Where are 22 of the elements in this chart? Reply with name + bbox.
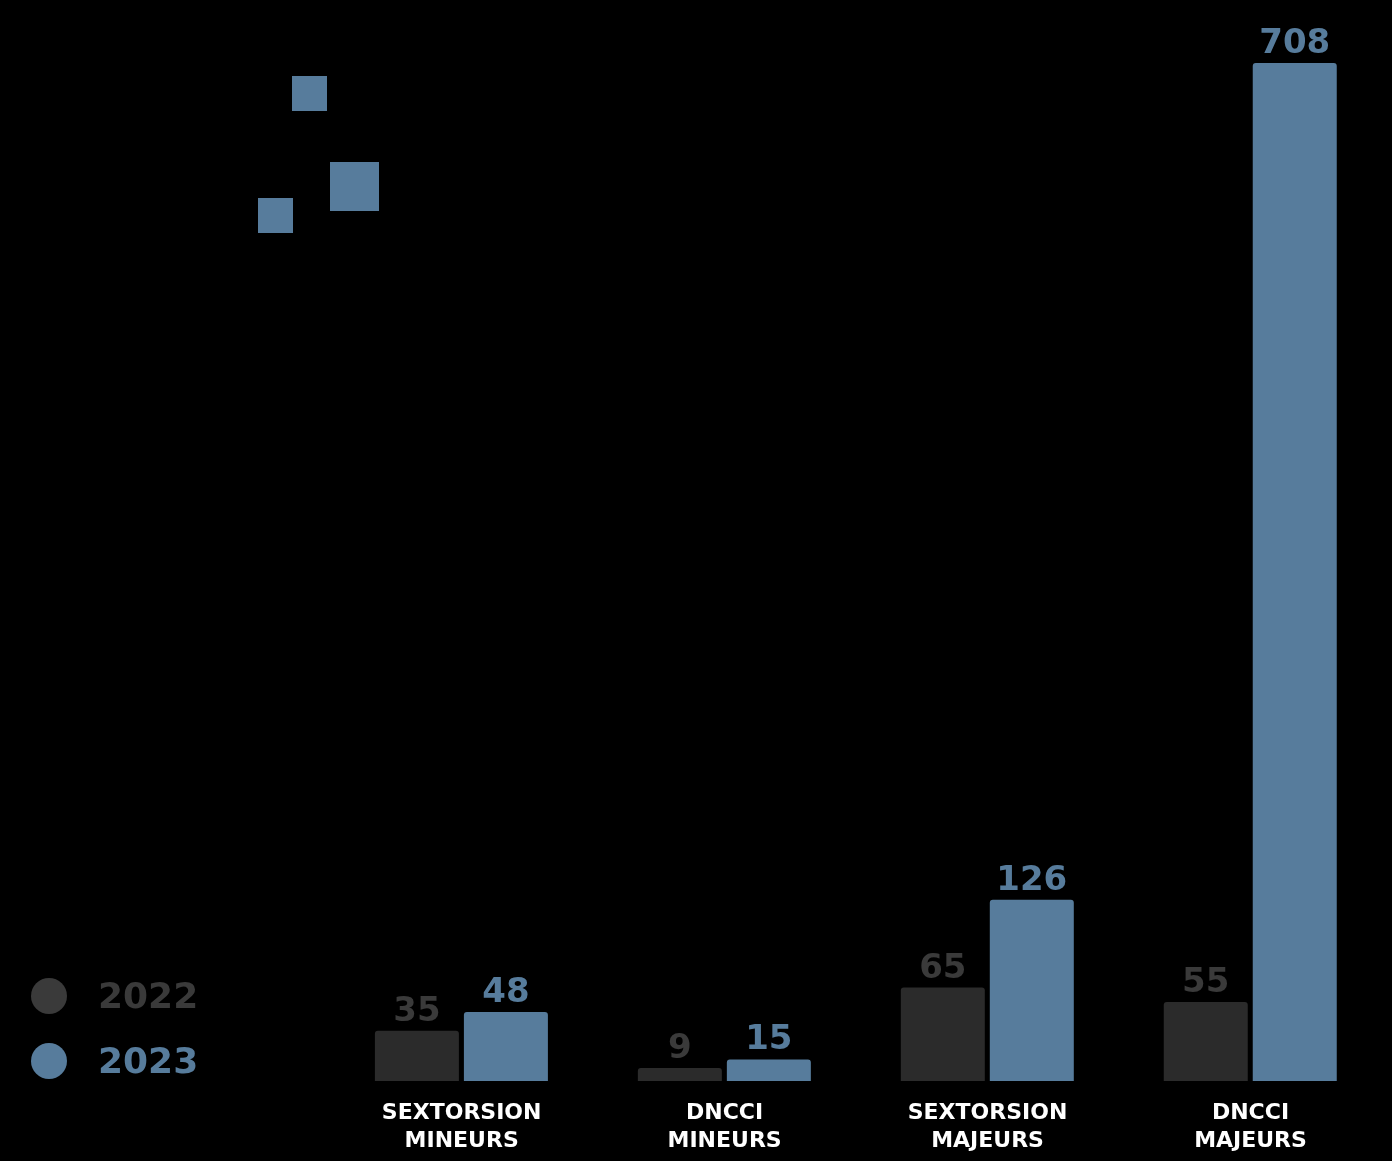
data-label: 35 xyxy=(393,988,441,1029)
bar xyxy=(1252,63,1337,1081)
bar xyxy=(1163,1001,1248,1081)
bar xyxy=(374,1030,459,1081)
bar xyxy=(463,1011,548,1081)
x-tick-label: DNCCI MINEURS xyxy=(667,1099,782,1152)
data-label: 9 xyxy=(668,1026,692,1067)
data-label: 708 xyxy=(1259,21,1331,61)
data-label: 55 xyxy=(1182,959,1230,1000)
x-tick-label: SEXTORSION MINEURS xyxy=(381,1099,542,1152)
legend-label: 2022 xyxy=(98,975,199,1016)
bar xyxy=(726,1059,811,1081)
bar xyxy=(637,1068,722,1081)
data-label: 48 xyxy=(482,969,530,1010)
x-tick-label: DNCCI MAJEURS xyxy=(1194,1099,1307,1152)
bar xyxy=(900,987,985,1081)
x-tick-label: SEXTORSION MAJEURS xyxy=(907,1099,1068,1152)
data-label: 15 xyxy=(745,1017,793,1058)
bar xyxy=(989,899,1074,1081)
legend-label: 2023 xyxy=(98,1040,199,1081)
data-label: 65 xyxy=(919,945,967,986)
data-label: 126 xyxy=(996,857,1068,898)
